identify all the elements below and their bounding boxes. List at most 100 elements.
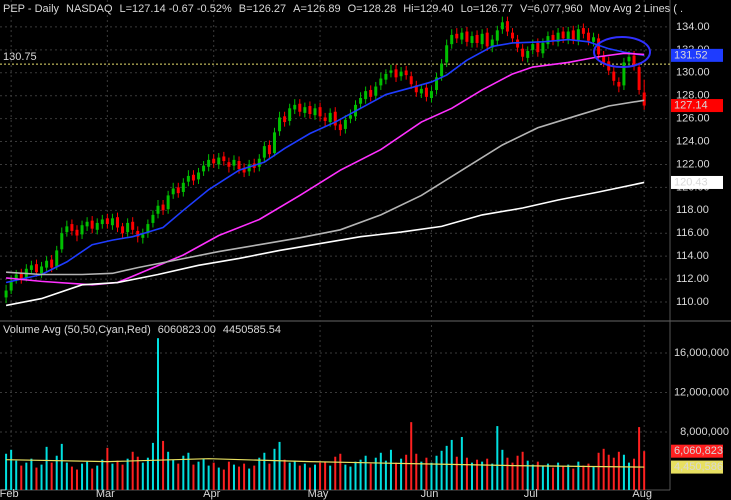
candle-body <box>257 158 261 167</box>
volume-bar <box>308 467 311 490</box>
volume-bar <box>207 465 210 490</box>
volume-bar <box>557 462 560 490</box>
candle-body <box>414 85 418 93</box>
candle-body <box>348 115 352 119</box>
candle-body <box>105 218 109 225</box>
volume-bar <box>344 464 347 490</box>
volume-bar <box>172 459 175 490</box>
volume-bar <box>187 452 190 490</box>
header-text: NASDAQ <box>66 3 113 15</box>
y-tick-label: 134.00 <box>676 21 710 33</box>
x-tick-label: Jul <box>524 488 538 500</box>
line <box>5 181 645 307</box>
candle-body <box>581 28 585 34</box>
candle-body <box>470 36 474 43</box>
candle-body <box>217 157 221 165</box>
candle-body <box>637 67 641 90</box>
y-tick-label: 122.00 <box>676 158 710 170</box>
volume-bar <box>288 462 291 490</box>
volume-bar <box>278 441 281 490</box>
header-text: PEP - Daily <box>3 3 60 15</box>
volume-bar <box>86 461 89 490</box>
volume-bar <box>491 463 494 490</box>
volume-bar <box>303 463 306 490</box>
volume-bar <box>536 461 539 490</box>
candle-body <box>161 204 165 211</box>
volume-bar <box>435 455 438 490</box>
volume-bar <box>567 464 570 490</box>
volume-bar <box>5 453 8 490</box>
volume-bar <box>460 436 463 490</box>
volume-bar <box>273 448 276 490</box>
volume-bar <box>111 463 114 490</box>
volume-bar <box>81 463 84 490</box>
annotation-ellipse <box>593 36 651 68</box>
volume-bar <box>339 453 342 490</box>
y-tick-label: 8,000,000 <box>680 426 729 438</box>
y-tick-label: 116.00 <box>676 227 709 239</box>
candle-body <box>384 73 388 80</box>
y-tick-label: 12,000,000 <box>674 386 729 398</box>
volume-bar <box>329 465 332 490</box>
volume-bar <box>369 463 372 490</box>
candle-body <box>4 290 8 298</box>
value-box-label: 131.52 <box>674 49 708 61</box>
value-box <box>671 460 723 474</box>
candle-body <box>303 107 307 113</box>
candle-body <box>115 217 119 228</box>
volume-bar <box>476 459 479 490</box>
candle-body <box>440 63 444 77</box>
candle-body <box>536 42 540 53</box>
header-text: B=126.27 <box>239 3 286 15</box>
candle-body <box>429 91 433 98</box>
volume-bar <box>192 464 195 490</box>
volume-bar <box>602 448 605 490</box>
volume-bar <box>374 457 377 490</box>
value-box-label: 4,450,586 <box>674 461 723 473</box>
volume-bar <box>597 452 600 490</box>
candle-body <box>197 172 201 180</box>
candle-body <box>475 34 479 43</box>
candle-body <box>95 222 99 230</box>
candle-body <box>460 32 464 40</box>
volume-bar <box>177 463 180 490</box>
candle-body <box>207 159 211 167</box>
candle-body <box>176 187 180 194</box>
candle-body <box>29 265 33 270</box>
candle-body <box>131 221 135 230</box>
volume-bar <box>258 457 261 490</box>
volume-bar <box>592 466 595 490</box>
candle-body <box>85 221 89 227</box>
candle-body <box>338 124 342 131</box>
volume-bar <box>126 458 129 490</box>
candle-body <box>222 156 226 162</box>
candle-body <box>561 31 565 39</box>
y-tick-label: 126.00 <box>676 113 710 125</box>
volume-bar <box>455 456 458 490</box>
candle-body <box>333 111 337 126</box>
candle-body <box>100 219 104 225</box>
candle-body <box>40 266 44 274</box>
y-tick-label: 128.00 <box>676 90 710 102</box>
header-text: Volume Avg (50,50,Cyan,Red) <box>3 324 151 336</box>
candle-body <box>181 182 185 192</box>
candle-body <box>642 92 646 106</box>
y-tick-label: 114.00 <box>676 250 709 262</box>
header-text: O=128.28 <box>348 3 397 15</box>
candle-body <box>171 188 175 195</box>
candle-body <box>9 281 13 291</box>
volume-bar <box>151 442 154 490</box>
volume-bar <box>283 459 286 490</box>
volume-bar <box>202 458 205 490</box>
volume-bar <box>501 449 504 490</box>
candle-body <box>359 97 363 104</box>
candle-body <box>419 88 423 94</box>
candle-body <box>298 103 302 112</box>
volume-bar <box>516 455 519 490</box>
volume-bar <box>643 451 646 490</box>
volume-bar <box>531 464 534 490</box>
y-tick-label: 112.00 <box>676 273 709 285</box>
candle-body <box>394 69 398 78</box>
volume-bar <box>253 465 256 490</box>
